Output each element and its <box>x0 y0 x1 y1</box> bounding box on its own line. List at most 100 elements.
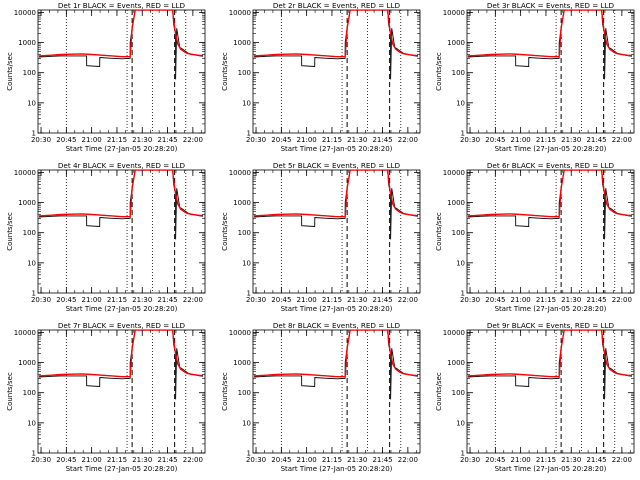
y-tick-label: 1000 <box>18 39 36 47</box>
y-tick-label: 100 <box>23 389 36 397</box>
x-axis-label: Start Time (27-Jan-05 20:28:20) <box>281 305 393 313</box>
lld-series-line <box>253 330 419 378</box>
detector-plot-3: Det 3r BLACK = Events, RED = LLD 1 10 100 10… <box>435 1 635 153</box>
y-tick-label: 1000 <box>233 39 251 47</box>
x-axis-label: Start Time (27-Jan-05 20:28:20) <box>495 465 607 473</box>
y-axis-label: Counts/sec <box>221 372 229 411</box>
y-tick-label: 100 <box>452 389 465 397</box>
y-tick-label: 100 <box>238 229 251 237</box>
x-tick-label: 22:00 <box>612 136 632 144</box>
plot-title: Det 6r BLACK = Events, RED = LLD <box>487 161 615 170</box>
y-axis-label: Counts/sec <box>6 372 14 411</box>
lld-series-line <box>467 170 633 218</box>
x-tick-label: 21:45 <box>157 136 177 144</box>
plot-title: Det 2r BLACK = Events, RED = LLD <box>273 1 401 10</box>
x-tick-label: 20:45 <box>485 136 505 144</box>
y-axis-label: Counts/sec <box>435 52 443 91</box>
x-tick-label: 20:30 <box>246 136 266 144</box>
x-tick-label: 22:00 <box>612 296 632 304</box>
x-tick-label: 21:45 <box>372 456 392 464</box>
plot-area <box>253 330 419 453</box>
x-tick-label: 20:45 <box>485 296 505 304</box>
x-tick-label: 21:00 <box>511 296 531 304</box>
x-tick-label: 21:15 <box>536 136 556 144</box>
y-tick-label: 1000 <box>447 199 465 207</box>
y-tick-label: 10000 <box>229 329 251 337</box>
x-tick-label: 20:45 <box>56 136 76 144</box>
detector-plot-5: Det 5r BLACK = Events, RED = LLD 1 10 100 10… <box>221 161 421 313</box>
plot-area <box>467 330 633 453</box>
x-tick-label: 21:00 <box>297 136 317 144</box>
plot-title: Det 9r BLACK = Events, RED = LLD <box>487 321 615 330</box>
lld-series-line <box>38 10 204 58</box>
x-tick-label: 21:00 <box>511 136 531 144</box>
x-tick-label: 21:45 <box>157 456 177 464</box>
y-axis-label: Counts/sec <box>221 212 229 251</box>
plot-area <box>38 10 204 133</box>
detector-plot-6: Det 6r BLACK = Events, RED = LLD 1 10 100 10… <box>435 161 635 313</box>
x-tick-label: 20:45 <box>56 456 76 464</box>
x-tick-label: 21:30 <box>132 456 152 464</box>
x-tick-label: 22:00 <box>183 296 203 304</box>
y-tick-label: 10000 <box>443 329 465 337</box>
y-tick-label: 100 <box>238 389 251 397</box>
x-tick-label: 21:30 <box>561 296 581 304</box>
x-tick-label: 21:15 <box>536 296 556 304</box>
y-tick-label: 1000 <box>233 359 251 367</box>
y-tick-label: 1000 <box>447 39 465 47</box>
y-tick-label: 1 <box>461 290 465 298</box>
plot-title: Det 8r BLACK = Events, RED = LLD <box>273 321 401 330</box>
y-tick-label: 10 <box>456 419 465 427</box>
y-tick-label: 1 <box>32 130 36 138</box>
x-tick-label: 21:30 <box>347 296 367 304</box>
x-tick-label: 21:15 <box>322 296 342 304</box>
y-tick-label: 1 <box>461 450 465 458</box>
x-tick-label: 21:45 <box>157 296 177 304</box>
plot-title: Det 4r BLACK = Events, RED = LLD <box>58 161 186 170</box>
x-tick-label: 22:00 <box>183 136 203 144</box>
y-tick-label: 10000 <box>229 9 251 17</box>
x-tick-label: 21:15 <box>536 456 556 464</box>
plot-title: Det 3r BLACK = Events, RED = LLD <box>487 1 615 10</box>
y-axis-label: Counts/sec <box>435 372 443 411</box>
lld-series-line <box>253 10 419 58</box>
x-tick-label: 22:00 <box>398 296 418 304</box>
x-tick-label: 21:30 <box>132 296 152 304</box>
x-tick-label: 21:45 <box>372 136 392 144</box>
x-tick-label: 21:45 <box>586 136 606 144</box>
y-tick-label: 10 <box>27 259 36 267</box>
y-tick-label: 1 <box>247 450 251 458</box>
plot-title: Det 1r BLACK = Events, RED = LLD <box>58 1 186 10</box>
y-tick-label: 1 <box>32 290 36 298</box>
plot-area <box>38 170 204 293</box>
x-tick-label: 21:30 <box>347 456 367 464</box>
y-tick-label: 100 <box>452 69 465 77</box>
x-tick-label: 21:30 <box>561 456 581 464</box>
x-tick-label: 21:00 <box>82 296 102 304</box>
x-axis-label: Start Time (27-Jan-05 20:28:20) <box>66 145 178 153</box>
y-tick-label: 10000 <box>443 9 465 17</box>
x-tick-label: 21:00 <box>297 296 317 304</box>
y-axis-label: Counts/sec <box>221 52 229 91</box>
plot-frame <box>252 329 421 454</box>
plot-frame <box>466 9 635 134</box>
x-tick-label: 20:45 <box>271 296 291 304</box>
y-tick-label: 1000 <box>233 199 251 207</box>
plot-area <box>253 170 419 293</box>
plot-title: Det 5r BLACK = Events, RED = LLD <box>273 161 401 170</box>
x-tick-label: 21:00 <box>297 456 317 464</box>
detector-plot-7: Det 7r BLACK = Events, RED = LLD 1 10 100 10… <box>6 321 206 473</box>
plot-area <box>253 10 419 133</box>
lld-series-line <box>38 170 204 218</box>
lld-series-line <box>467 10 633 58</box>
y-tick-label: 10000 <box>14 9 36 17</box>
y-axis-label: Counts/sec <box>6 212 14 251</box>
y-tick-label: 100 <box>452 229 465 237</box>
y-axis-label: Counts/sec <box>435 212 443 251</box>
plot-title: Det 7r BLACK = Events, RED = LLD <box>58 321 186 330</box>
x-tick-label: 20:30 <box>460 136 480 144</box>
x-tick-label: 21:15 <box>107 456 127 464</box>
x-tick-label: 21:45 <box>586 456 606 464</box>
y-tick-label: 10 <box>242 259 251 267</box>
x-tick-label: 21:00 <box>82 456 102 464</box>
